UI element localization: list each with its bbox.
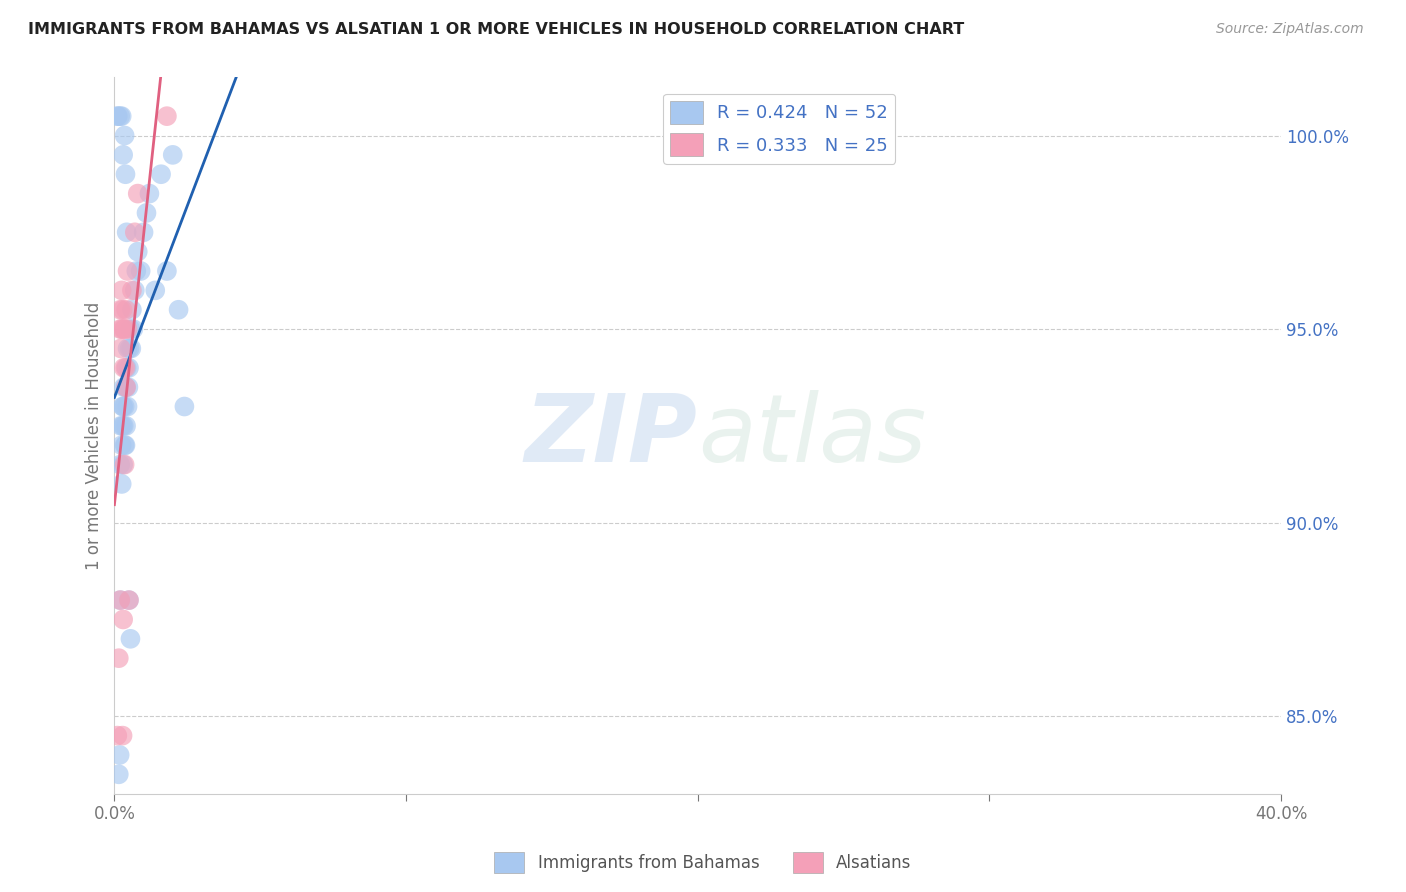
Point — [129, 264, 152, 278]
Point — [114, 128, 136, 143]
Point — [111, 729, 134, 743]
Legend: R = 0.424   N = 52, R = 0.333   N = 25: R = 0.424 N = 52, R = 0.333 N = 25 — [664, 94, 896, 163]
Y-axis label: 1 or more Vehicles in Household: 1 or more Vehicles in Household — [86, 301, 103, 570]
Point — [110, 418, 132, 433]
Point — [107, 651, 129, 665]
Point — [111, 400, 134, 414]
Point — [110, 458, 132, 472]
Point — [121, 302, 143, 317]
Point — [107, 109, 129, 123]
Point — [107, 767, 129, 781]
Point — [115, 360, 138, 375]
Point — [127, 244, 149, 259]
Point — [117, 264, 139, 278]
Text: atlas: atlas — [697, 390, 927, 481]
Point — [110, 302, 132, 317]
Point — [115, 380, 138, 394]
Point — [120, 632, 142, 646]
Point — [111, 322, 134, 336]
Point — [115, 225, 138, 239]
Point — [117, 322, 139, 336]
Text: IMMIGRANTS FROM BAHAMAS VS ALSATIAN 1 OR MORE VEHICLES IN HOUSEHOLD CORRELATION : IMMIGRANTS FROM BAHAMAS VS ALSATIAN 1 OR… — [28, 22, 965, 37]
Point — [162, 148, 184, 162]
Point — [112, 458, 135, 472]
Point — [117, 342, 139, 356]
Point — [118, 593, 141, 607]
Point — [120, 342, 142, 356]
Point — [110, 342, 132, 356]
Point — [118, 342, 141, 356]
Text: Source: ZipAtlas.com: Source: ZipAtlas.com — [1216, 22, 1364, 37]
Point — [112, 360, 135, 375]
Point — [112, 322, 135, 336]
Point — [122, 322, 145, 336]
Point — [112, 148, 135, 162]
Point — [115, 380, 138, 394]
Legend: Immigrants from Bahamas, Alsatians: Immigrants from Bahamas, Alsatians — [488, 846, 918, 880]
Point — [118, 593, 141, 607]
Point — [112, 612, 135, 626]
Point — [110, 109, 132, 123]
Point — [135, 206, 157, 220]
Point — [167, 302, 190, 317]
Point — [127, 186, 149, 201]
Point — [110, 322, 132, 336]
Point — [105, 729, 128, 743]
Point — [125, 264, 148, 278]
Point — [121, 284, 143, 298]
Point — [156, 109, 179, 123]
Point — [110, 593, 132, 607]
Point — [173, 400, 195, 414]
Point — [117, 400, 139, 414]
Point — [120, 322, 142, 336]
Point — [111, 438, 134, 452]
Point — [143, 284, 166, 298]
Point — [114, 438, 136, 452]
Point — [114, 360, 136, 375]
Point — [114, 438, 136, 452]
Point — [114, 167, 136, 181]
Point — [108, 747, 131, 762]
Point — [114, 380, 136, 394]
Point — [111, 477, 134, 491]
Point — [124, 225, 146, 239]
Point — [110, 593, 132, 607]
Point — [105, 109, 128, 123]
Point — [111, 302, 134, 317]
Point — [112, 418, 135, 433]
Point — [114, 400, 136, 414]
Point — [117, 380, 139, 394]
Point — [124, 284, 146, 298]
Point — [112, 400, 135, 414]
Point — [132, 225, 155, 239]
Point — [138, 186, 160, 201]
Point — [150, 167, 173, 181]
Point — [111, 418, 134, 433]
Text: ZIP: ZIP — [524, 390, 697, 482]
Point — [111, 109, 134, 123]
Point — [112, 380, 135, 394]
Point — [156, 264, 179, 278]
Point — [115, 418, 138, 433]
Point — [114, 322, 136, 336]
Point — [118, 360, 141, 375]
Point — [115, 302, 138, 317]
Point — [111, 284, 134, 298]
Point — [114, 458, 136, 472]
